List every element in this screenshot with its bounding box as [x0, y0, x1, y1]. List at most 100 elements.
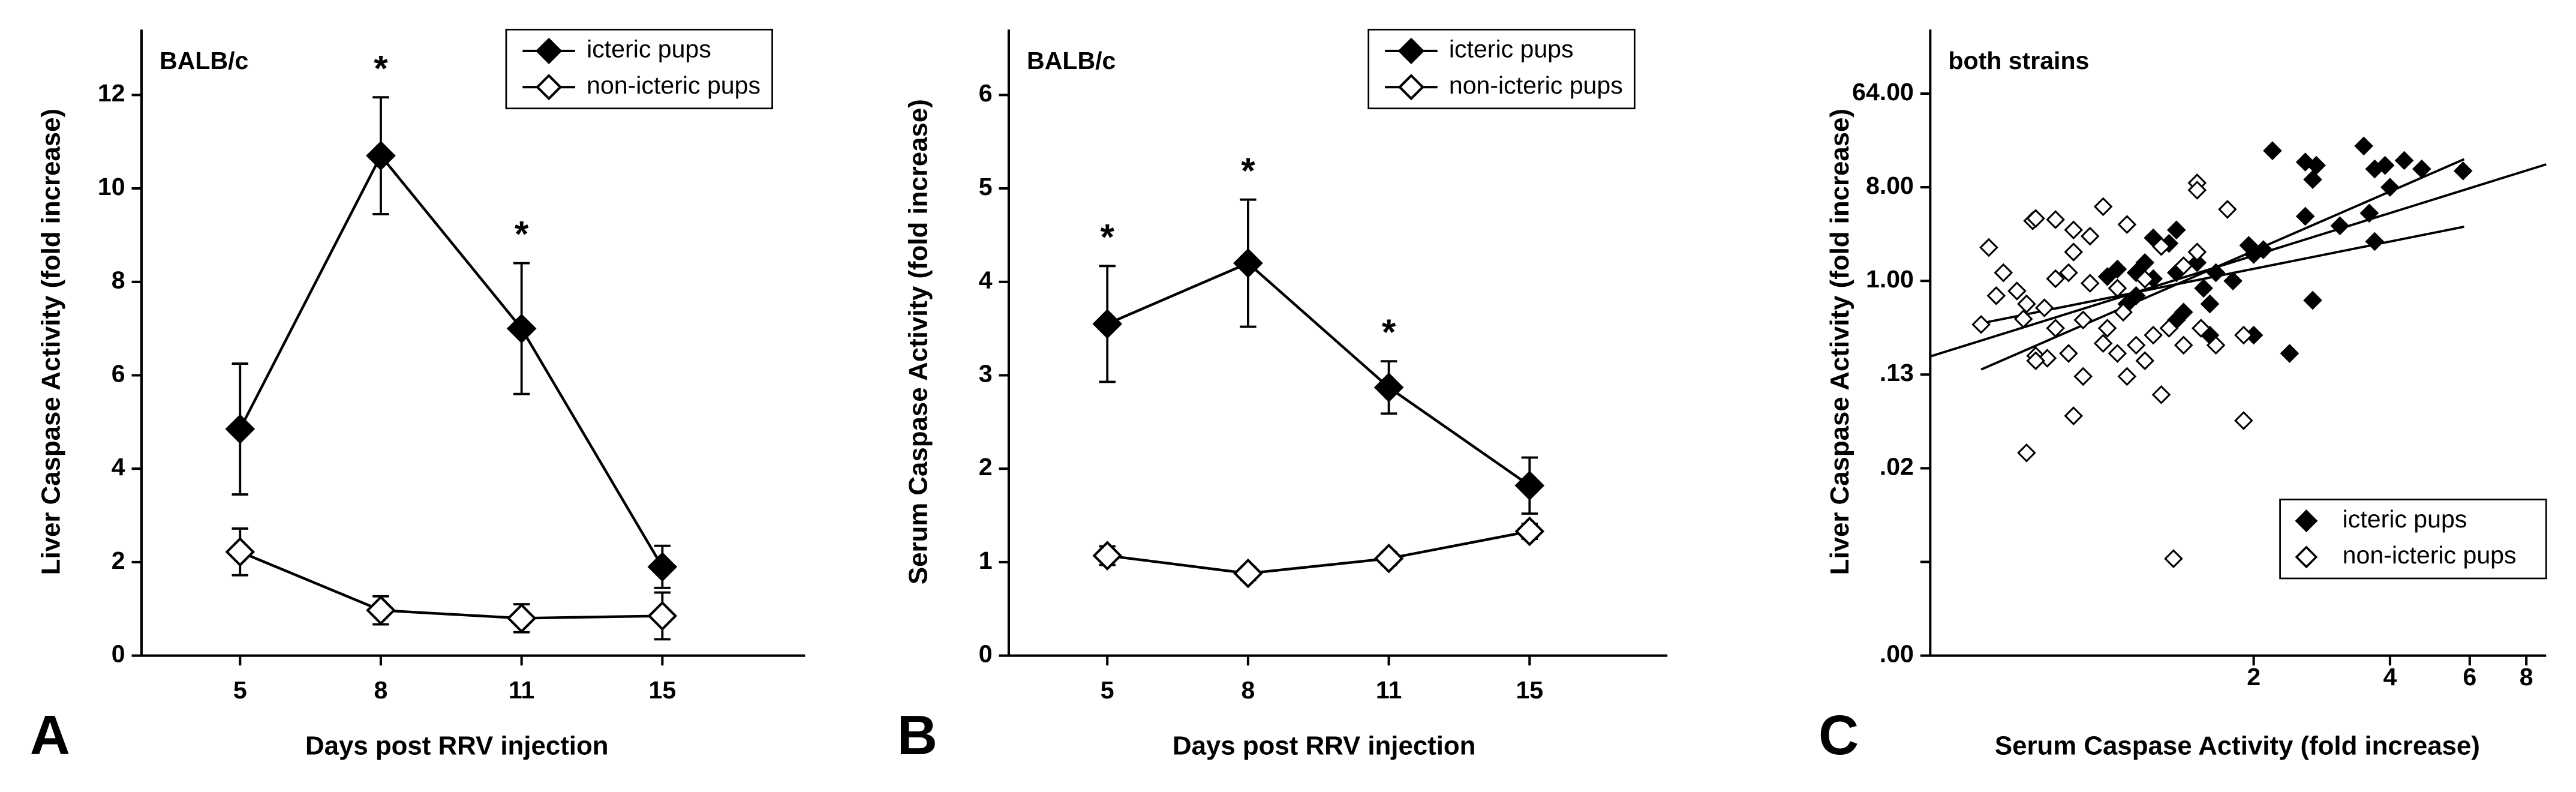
point — [2059, 263, 2078, 283]
legend-marker — [1397, 37, 1424, 64]
y-tick-label: 2 — [112, 547, 125, 574]
point — [2114, 302, 2133, 322]
subtitle: BALB/c — [1027, 47, 1116, 74]
panel-label: C — [1818, 704, 1859, 766]
point — [2064, 242, 2084, 262]
point — [2117, 215, 2137, 234]
series-line — [1107, 262, 1531, 487]
point — [2295, 152, 2315, 172]
y-tick-label: 12 — [98, 79, 125, 107]
x-tick-label: 8 — [1242, 676, 1255, 704]
y-tick-label: .13 — [1880, 359, 1914, 386]
point — [2097, 267, 2117, 286]
point — [2026, 351, 2045, 371]
y-tick-label: 5 — [979, 173, 993, 200]
marker — [647, 551, 678, 582]
x-tick-label: 15 — [649, 676, 677, 704]
point — [2218, 200, 2237, 219]
y-tick-label: 6 — [979, 79, 993, 107]
point — [2064, 220, 2084, 240]
point — [2234, 325, 2253, 345]
marker — [366, 140, 396, 171]
y-tick-label: 1 — [979, 547, 993, 574]
marker — [1233, 248, 1263, 278]
point — [2034, 298, 2054, 317]
y-tick-label: 4 — [112, 453, 125, 481]
y-tick-label: 2 — [979, 453, 993, 481]
legend-label: icteric pups — [587, 35, 711, 63]
point — [2080, 226, 2100, 246]
legend-marker — [536, 37, 563, 64]
panel-label: B — [897, 704, 937, 766]
marker — [1373, 543, 1404, 574]
point — [2295, 206, 2315, 226]
y-tick-label: 8 — [112, 266, 125, 294]
point — [2046, 210, 2066, 229]
point — [2151, 236, 2171, 256]
point — [2174, 256, 2193, 275]
x-axis-title: Serum Caspase Activity (fold increase) — [1995, 731, 2480, 761]
point — [2354, 136, 2373, 156]
y-tick-label: 0 — [112, 640, 125, 668]
point — [2192, 319, 2211, 338]
marker — [506, 313, 537, 344]
point — [2159, 319, 2179, 338]
point — [2007, 281, 2027, 301]
point — [2013, 309, 2033, 329]
point — [2073, 310, 2093, 330]
marker — [647, 601, 678, 631]
y-axis-title: Liver Caspase Activity (fold increase) — [37, 109, 66, 575]
marker — [1373, 372, 1404, 403]
point — [2206, 263, 2226, 283]
panel: 0 1 2 3 4 5 6 B BALB/c Days post RRV injection Ser… — [897, 28, 1668, 766]
x-tick-label: 5 — [1101, 676, 1114, 704]
x-tick-label: 8 — [374, 676, 388, 704]
point — [2108, 259, 2127, 279]
y-tick-label: 64.00 — [1852, 78, 1914, 106]
point — [2073, 367, 2093, 386]
x-tick-label: 4 — [2383, 663, 2397, 691]
point — [2166, 220, 2186, 240]
point — [2174, 335, 2193, 355]
point — [2280, 344, 2300, 363]
x-tick-label: 11 — [509, 676, 534, 704]
point — [2223, 271, 2243, 291]
point — [2194, 278, 2213, 298]
point — [2303, 170, 2322, 190]
point — [2135, 351, 2155, 371]
point — [1979, 238, 1998, 257]
subtitle: both strains — [1948, 47, 2089, 74]
point — [2303, 290, 2322, 310]
point — [1971, 315, 1991, 334]
legend-box — [2279, 499, 2547, 580]
marker — [1092, 309, 1123, 339]
series-line — [239, 153, 664, 568]
subtitle: BALB/c — [160, 47, 248, 74]
x-tick-label: 6 — [2463, 663, 2476, 691]
legend-marker — [1397, 74, 1424, 101]
significance-label: * — [1101, 216, 1115, 257]
point — [2126, 335, 2146, 355]
panel-label: A — [30, 704, 70, 766]
point — [2263, 141, 2282, 161]
point — [2330, 216, 2350, 236]
point — [2135, 269, 2155, 289]
marker — [225, 537, 256, 567]
marker — [1514, 516, 1545, 547]
y-tick-label: 10 — [98, 173, 125, 200]
x-tick-label: 8 — [2520, 663, 2533, 691]
point — [2187, 253, 2207, 272]
marker — [1514, 470, 1545, 501]
point — [2080, 274, 2100, 293]
point — [2453, 161, 2473, 181]
point — [2187, 242, 2207, 262]
significance-label: * — [515, 214, 529, 254]
point — [2151, 385, 2171, 404]
point — [2187, 181, 2207, 200]
x-tick-label: 2 — [2247, 663, 2261, 691]
y-tick-label: .02 — [1880, 452, 1914, 480]
y-tick-label: 1.00 — [1866, 265, 1914, 293]
point — [2365, 159, 2385, 179]
point — [2017, 443, 2036, 463]
